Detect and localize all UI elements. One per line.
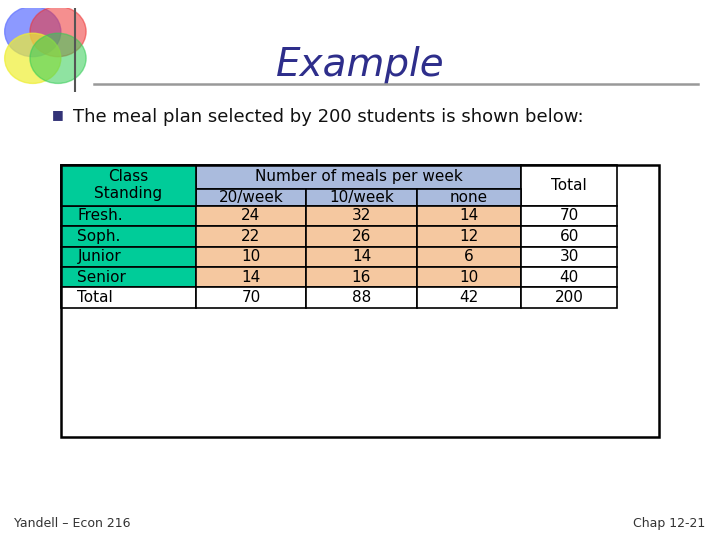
Circle shape: [30, 6, 86, 57]
Text: 88: 88: [352, 290, 371, 305]
Text: 12: 12: [459, 229, 479, 244]
Text: 10: 10: [459, 269, 479, 285]
Circle shape: [4, 6, 60, 57]
Text: none: none: [450, 190, 488, 205]
Circle shape: [30, 33, 86, 83]
Text: Junior: Junior: [77, 249, 121, 264]
Text: 10/week: 10/week: [329, 190, 394, 205]
Text: 70: 70: [559, 208, 579, 224]
Text: 16: 16: [352, 269, 372, 285]
Text: 70: 70: [241, 290, 261, 305]
Text: 24: 24: [241, 208, 261, 224]
Text: Soph.: Soph.: [77, 229, 121, 244]
Text: 6: 6: [464, 249, 474, 264]
Text: 20/week: 20/week: [219, 190, 283, 205]
Text: The meal plan selected by 200 students is shown below:: The meal plan selected by 200 students i…: [73, 108, 584, 126]
Text: Senior: Senior: [77, 269, 126, 285]
Text: Total: Total: [552, 178, 587, 193]
Text: 14: 14: [459, 208, 479, 224]
Text: Fresh.: Fresh.: [77, 208, 123, 224]
Text: 22: 22: [241, 229, 261, 244]
Text: 26: 26: [352, 229, 372, 244]
Text: 200: 200: [554, 290, 584, 305]
Text: 40: 40: [559, 269, 579, 285]
Text: Number of meals per week: Number of meals per week: [255, 169, 462, 184]
Text: Class
Standing: Class Standing: [94, 169, 163, 201]
Text: 10: 10: [241, 249, 261, 264]
Text: 32: 32: [352, 208, 372, 224]
Text: 42: 42: [459, 290, 479, 305]
Text: 14: 14: [241, 269, 261, 285]
Text: Total: Total: [77, 290, 113, 305]
Text: Chap 12-21: Chap 12-21: [634, 517, 706, 530]
Text: Example: Example: [276, 46, 444, 84]
Text: 60: 60: [559, 229, 579, 244]
Text: 14: 14: [352, 249, 371, 264]
Text: ■: ■: [52, 108, 63, 121]
Circle shape: [4, 33, 60, 83]
Text: 30: 30: [559, 249, 579, 264]
Text: Yandell – Econ 216: Yandell – Econ 216: [14, 517, 131, 530]
